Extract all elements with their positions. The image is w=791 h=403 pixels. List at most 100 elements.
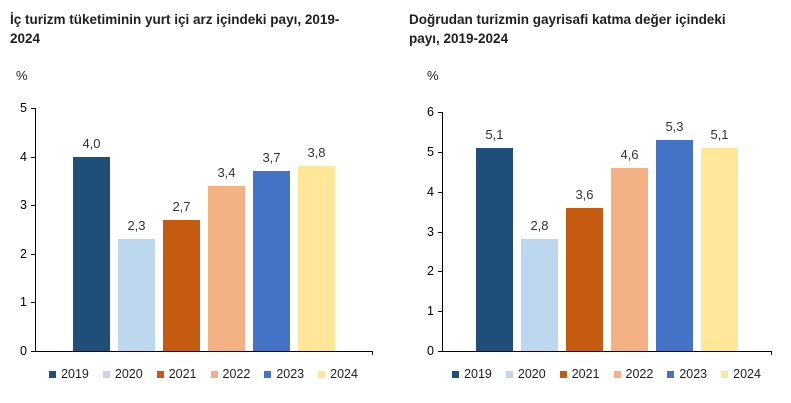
y-tick-label: 1: [427, 304, 434, 318]
plot-area: 0 1 2 3 4 5 4,0 2,3 2,7 3,4 3,7 3,8: [0, 0, 395, 403]
legend-marker: [721, 370, 729, 378]
legend-marker: [210, 370, 218, 378]
legend-item-2024: 2024: [721, 367, 761, 381]
legend-item-2023: 2023: [264, 367, 304, 381]
y-axis-unit-label: %: [16, 68, 28, 83]
chart-title: Doğrudan turizmin gayrisafi katma değer …: [409, 12, 726, 46]
y-tick-label: 5: [427, 145, 434, 159]
y-tick-mark: [31, 157, 35, 158]
bar-2023: [656, 140, 693, 351]
legend-marker: [102, 370, 110, 378]
bar-value-label: 3,4: [217, 165, 236, 180]
bar-2022: [611, 168, 648, 351]
legend-label: 2023: [679, 367, 708, 381]
y-tick-mark: [31, 108, 35, 109]
bar-value-label: 2,7: [172, 199, 191, 214]
bar-2024: [701, 148, 738, 351]
bar-value-label: 5,3: [665, 119, 684, 134]
legend-marker: [667, 370, 675, 378]
y-axis-line: [442, 112, 443, 351]
y-tick-mark: [438, 152, 442, 153]
y-tick-label: 1: [20, 295, 27, 309]
chart-title: İç turizm tüketiminin yurt içi arz içind…: [10, 12, 340, 46]
bar-2022: [208, 186, 245, 351]
y-axis-line: [35, 108, 36, 351]
plot-area: 0 1 2 3 4 5 6 5,1 2,8 3,6 4,6 5,3 5,1: [395, 0, 790, 403]
bar-2019: [73, 157, 110, 351]
x-axis-line: [442, 351, 771, 352]
y-tick-mark: [438, 112, 442, 113]
bar-2020: [118, 239, 155, 351]
bar-value-label: 2,3: [127, 218, 146, 233]
legend-marker: [505, 370, 513, 378]
legend-item-2020: 2020: [102, 367, 143, 381]
y-tick-mark: [31, 205, 35, 206]
bar-value-label: 4,0: [82, 136, 101, 151]
y-tick-mark: [438, 271, 442, 272]
bar-2019: [476, 148, 513, 351]
chart-domestic-tourism-consumption-share: İç turizm tüketiminin yurt içi arz içind…: [0, 0, 395, 403]
bar-2020: [521, 239, 558, 351]
bar-2024: [298, 166, 335, 351]
legend: 2019 2020 2021 2022 2023 2024: [35, 367, 372, 381]
x-axis-line: [35, 351, 372, 352]
y-tick-mark: [31, 351, 35, 352]
legend-item-2021: 2021: [156, 367, 197, 381]
y-tick-label: 2: [20, 247, 27, 261]
legend-item-2024: 2024: [318, 367, 358, 381]
legend-item-2019: 2019: [452, 367, 492, 381]
y-tick-label: 3: [427, 225, 434, 239]
legend-marker: [264, 370, 272, 378]
legend-label: 2019: [61, 367, 89, 381]
legend-label: 2022: [625, 367, 654, 381]
x-axis-end-tick: [771, 351, 772, 355]
y-tick-mark: [438, 311, 442, 312]
legend-label: 2024: [733, 367, 761, 381]
y-axis-unit-label: %: [427, 68, 439, 83]
x-axis-end-tick: [372, 351, 373, 355]
y-tick-mark: [438, 232, 442, 233]
y-tick-label: 3: [20, 198, 27, 212]
bar-value-label: 4,6: [620, 147, 639, 162]
y-tick-label: 5: [20, 101, 27, 115]
legend-item-2023: 2023: [667, 367, 707, 381]
legend-label: 2024: [330, 367, 358, 381]
legend-marker: [49, 370, 57, 378]
legend-label: 2021: [571, 367, 600, 381]
y-tick-mark: [438, 351, 442, 352]
bar-value-label: 2,8: [530, 218, 549, 233]
legend-item-2021: 2021: [559, 367, 600, 381]
y-tick-label: 4: [427, 185, 434, 199]
bar-value-label: 5,1: [710, 127, 729, 142]
y-tick-label: 0: [20, 344, 27, 358]
bar-2023: [253, 171, 290, 351]
legend-label: 2020: [517, 367, 546, 381]
y-tick-label: 0: [427, 344, 434, 358]
legend-marker: [318, 370, 326, 378]
legend-item-2022: 2022: [613, 367, 654, 381]
legend-marker: [156, 370, 164, 378]
bar-value-label: 3,7: [262, 150, 281, 165]
y-tick-mark: [31, 254, 35, 255]
y-tick-mark: [438, 192, 442, 193]
y-tick-label: 2: [427, 264, 434, 278]
legend-item-2019: 2019: [49, 367, 89, 381]
legend-marker: [452, 370, 460, 378]
legend-label: 2021: [168, 367, 197, 381]
legend-item-2022: 2022: [210, 367, 251, 381]
legend-label: 2020: [114, 367, 143, 381]
legend-marker: [613, 370, 621, 378]
legend-label: 2022: [222, 367, 251, 381]
legend-item-2020: 2020: [505, 367, 546, 381]
legend-label: 2019: [464, 367, 492, 381]
legend-label: 2023: [276, 367, 305, 381]
chart-direct-tourism-gva-share: Doğrudan turizmin gayrisafi katma değer …: [395, 0, 790, 403]
y-tick-label: 4: [20, 150, 27, 164]
bar-value-label: 5,1: [485, 127, 504, 142]
y-tick-mark: [31, 302, 35, 303]
y-tick-label: 6: [427, 105, 434, 119]
bar-2021: [566, 208, 603, 351]
legend-marker: [559, 370, 567, 378]
bar-value-label: 3,8: [307, 145, 326, 160]
